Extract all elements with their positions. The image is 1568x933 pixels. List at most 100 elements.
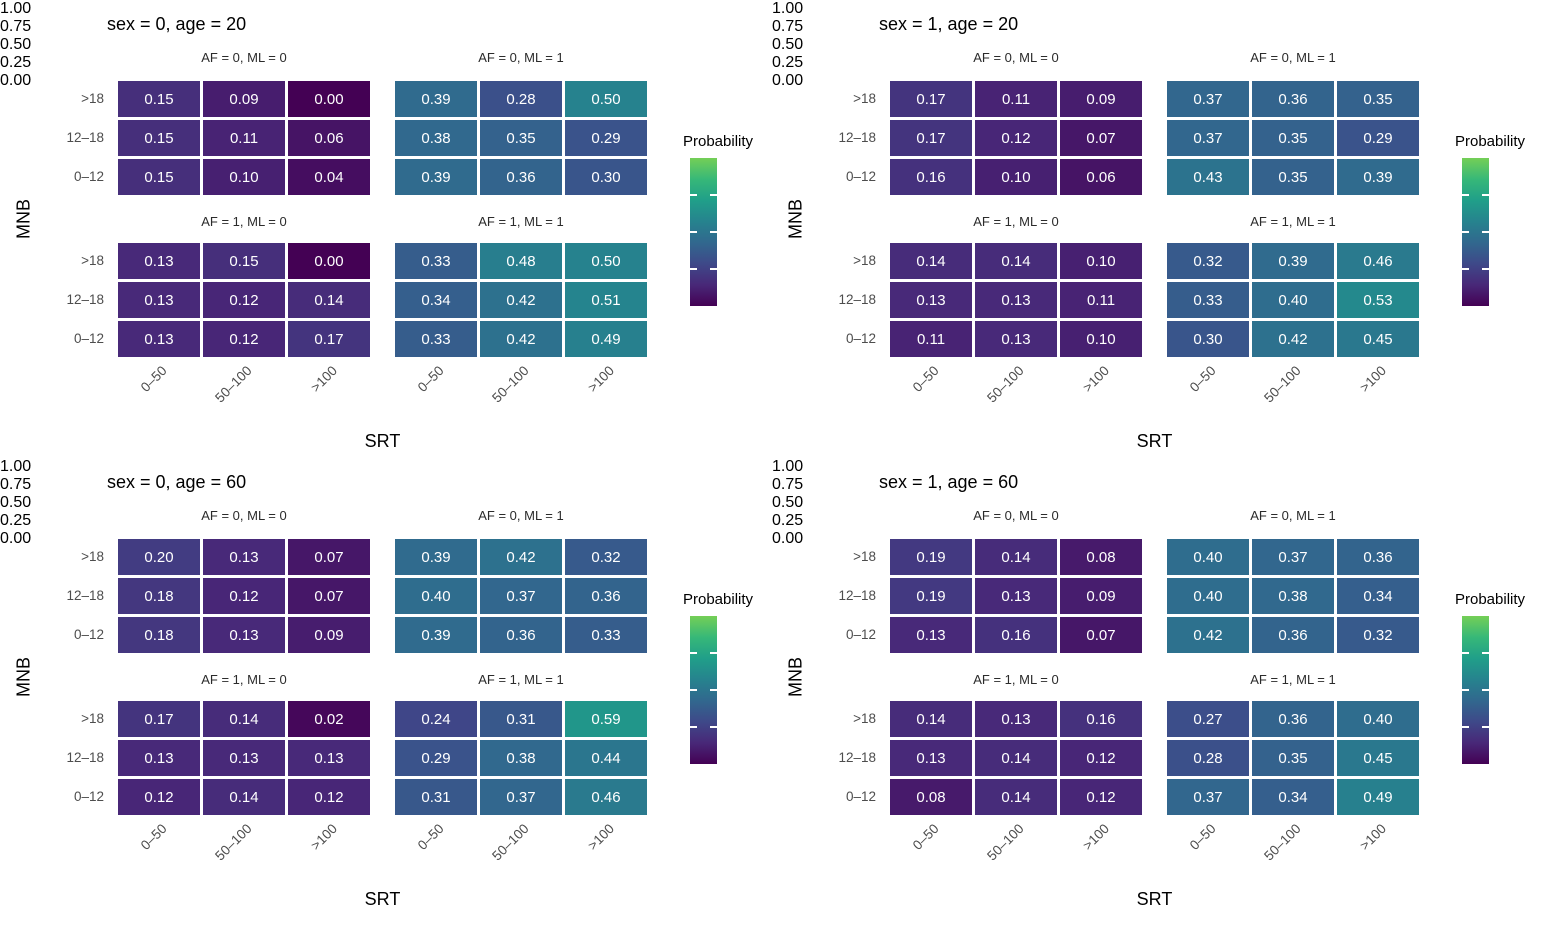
heatmap-cell: 0.14: [890, 243, 972, 279]
legend-tick-label: 0.00: [0, 72, 32, 89]
heatmap-facet: 0.20 0.13 0.07 0.18 0.12 0.07 0.18 0.13 0.09: [118, 539, 370, 653]
heatmap-cell: 0.09: [1060, 81, 1142, 117]
heatmap-cell: 0.13: [975, 282, 1057, 318]
heatmap-cell: 0.13: [890, 282, 972, 318]
heatmap-cell: 0.12: [203, 321, 285, 357]
y-tick-label: >18: [81, 253, 104, 268]
heatmap-cell: 0.13: [118, 740, 200, 776]
legend-tick-label: 0.50: [772, 494, 804, 511]
heatmap-cell: 0.12: [203, 578, 285, 614]
heatmap-cell: 0.18: [118, 617, 200, 653]
heatmap-cell: 0.13: [975, 701, 1057, 737]
facet-strip-label: AF = 0, ML = 1: [478, 508, 564, 523]
legend-tick-label: 0.25: [0, 54, 32, 71]
heatmap-cell: 0.45: [1337, 321, 1419, 357]
facet-strip-label: AF = 1, ML = 0: [973, 672, 1059, 687]
heatmap-cell: 0.00: [288, 81, 370, 117]
colorbar-tick: [1482, 194, 1489, 196]
x-tick-label: >100: [584, 363, 617, 396]
facet-strip-label: AF = 0, ML = 1: [1250, 50, 1336, 65]
x-tick-label: >100: [1079, 821, 1112, 854]
heatmap-cell: 0.40: [395, 578, 477, 614]
colorbar-tick: [710, 194, 717, 196]
y-tick-label: 0–12: [845, 331, 876, 346]
x-tick-label: 50–100: [212, 821, 255, 864]
heatmap-cell: 0.12: [118, 779, 200, 815]
heatmap-cell: 0.19: [890, 539, 972, 575]
heatmap-cell: 0.49: [565, 321, 647, 357]
panel-sex-1-age-20: sex = 1, age = 20 MNB AF = 0, ML = 0 0.17 0.…: [772, 0, 1544, 458]
colorbar-tick: [690, 194, 697, 196]
heatmap-cell: 0.16: [890, 159, 972, 195]
x-tick-label: 50–100: [212, 363, 255, 406]
heatmap-cell: 0.36: [1252, 617, 1334, 653]
heatmap-cell: 0.39: [395, 81, 477, 117]
colorbar-tick: [1482, 231, 1489, 233]
panel-sex-1-age-60: sex = 1, age = 60 MNB AF = 0, ML = 0 0.19 0.…: [772, 458, 1544, 916]
y-tick-label: 0–12: [73, 169, 104, 184]
y-axis-title: MNB: [13, 657, 34, 697]
heatmap-cell: 0.35: [1337, 81, 1419, 117]
heatmap-cell: 0.37: [1252, 539, 1334, 575]
legend-tick-label: 0.50: [0, 494, 32, 511]
colorbar-tick: [710, 689, 717, 691]
y-tick-label: >18: [853, 549, 876, 564]
heatmap-cell: 0.12: [975, 120, 1057, 156]
heatmap-cell: 0.46: [565, 779, 647, 815]
colorbar-tick: [710, 231, 717, 233]
heatmap-cell: 0.39: [395, 539, 477, 575]
y-tick-label: >18: [81, 91, 104, 106]
heatmap-cell: 0.40: [1167, 578, 1249, 614]
legend-tick-label: 0.75: [772, 476, 804, 493]
x-tick-label: 0–50: [1186, 363, 1219, 395]
heatmap-cell: 0.11: [203, 120, 285, 156]
heatmap-cell: 0.38: [480, 740, 562, 776]
panel-title: sex = 1, age = 60: [879, 472, 1019, 492]
colorbar-tick: [690, 652, 697, 654]
heatmap-cell: 0.46: [1337, 243, 1419, 279]
heatmap-cell: 0.35: [480, 120, 562, 156]
heatmap-cell: 0.43: [1167, 159, 1249, 195]
heatmap-cell: 0.14: [975, 539, 1057, 575]
heatmap-cell: 0.08: [890, 779, 972, 815]
y-tick-label: 12–18: [838, 750, 876, 765]
heatmap-cell: 0.07: [288, 578, 370, 614]
y-tick-label: >18: [81, 549, 104, 564]
heatmap-cell: 0.11: [890, 321, 972, 357]
heatmap-cell: 0.06: [1060, 159, 1142, 195]
panel-sex-0-age-20: sex = 0, age = 20 MNB AF = 0, ML = 0 0.15 0.…: [0, 0, 772, 458]
heatmap-cell: 0.13: [203, 539, 285, 575]
colorbar-tick: [1482, 268, 1489, 270]
colorbar-tick: [1482, 652, 1489, 654]
legend-tick-label: 0.25: [772, 54, 804, 71]
x-axis-title: SRT: [1136, 431, 1173, 451]
x-tick-label: 50–100: [489, 363, 532, 406]
y-tick-label: >18: [853, 711, 876, 726]
facet-strip-label: AF = 1, ML = 0: [973, 214, 1059, 229]
heatmap-cell: 0.09: [288, 617, 370, 653]
heatmap-cell: 0.29: [565, 120, 647, 156]
heatmap-cell: 0.42: [1252, 321, 1334, 357]
y-tick-label: 12–18: [66, 750, 104, 765]
heatmap-cell: 0.53: [1337, 282, 1419, 318]
heatmap-cell: 0.13: [118, 321, 200, 357]
heatmap-cell: 0.15: [203, 243, 285, 279]
heatmap-cell: 0.18: [118, 578, 200, 614]
heatmap-cell: 0.19: [890, 578, 972, 614]
colorbar-tick: [710, 726, 717, 728]
heatmap-facet: 0.39 0.28 0.50 0.38 0.35 0.29 0.39 0.36 0.30: [395, 81, 647, 195]
facet-strip-label: AF = 0, ML = 1: [1250, 508, 1336, 523]
panel-title: sex = 0, age = 20: [107, 14, 247, 34]
heatmap-cell: 0.32: [1337, 617, 1419, 653]
heatmap-cell: 0.40: [1167, 539, 1249, 575]
heatmap-facet: 0.32 0.39 0.46 0.33 0.40 0.53 0.30 0.42 0.45: [1167, 243, 1419, 357]
legend-title: Probability: [1455, 591, 1526, 608]
y-tick-label: 0–12: [73, 331, 104, 346]
legend-tick-label: 1.00: [0, 0, 32, 17]
heatmap-cell: 0.29: [1337, 120, 1419, 156]
heatmap-cell: 0.11: [1060, 282, 1142, 318]
heatmap-cell: 0.42: [480, 539, 562, 575]
y-tick-label: 0–12: [845, 789, 876, 804]
heatmap-cell: 0.59: [565, 701, 647, 737]
heatmap-cell: 0.13: [118, 282, 200, 318]
